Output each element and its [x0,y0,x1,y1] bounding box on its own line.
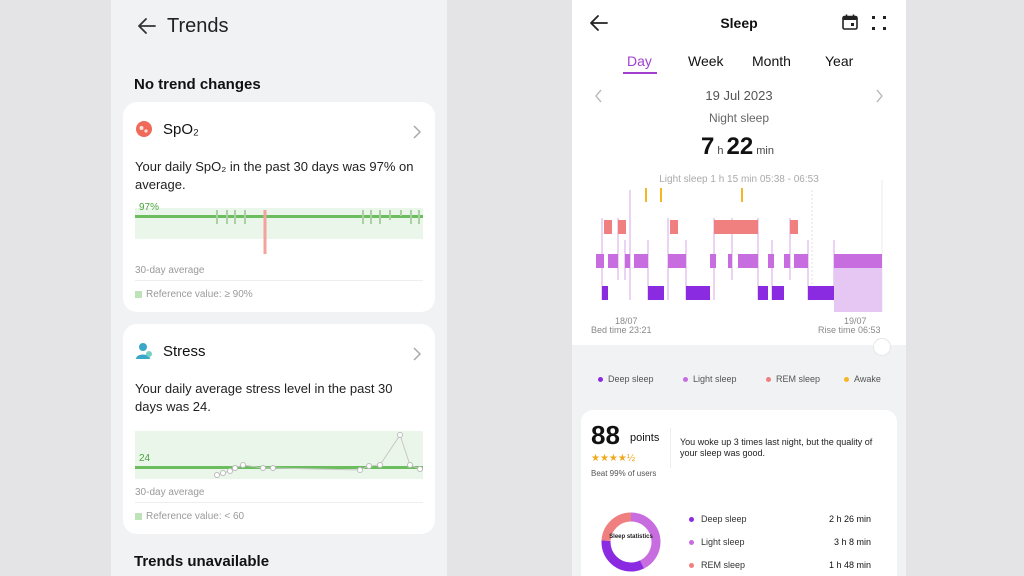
back-arrow-icon[interactable] [588,12,610,34]
tab-week[interactable]: Week [688,53,724,69]
stress-description: Your daily average stress level in the p… [135,381,393,414]
stat-value: 2 h 26 min [828,514,871,524]
stress-axis-caption: 30-day average [135,487,205,498]
spo2-axis-caption: 30-day average [135,265,205,276]
spo2-reference-text: Reference value: ≥ 90% [146,289,253,300]
legend-label: Deep sleep [608,374,654,384]
sleep-summary: You woke up 3 times last night, but the … [680,437,873,458]
duration-minutes: 22 [726,133,754,160]
sleep-type: Night sleep [708,111,770,125]
stat-light-sleep: Light sleep 3 h 8 min [689,537,871,549]
spo2-title: SpO₂ [163,120,199,138]
stress-header: Stress [135,342,206,360]
stat-dot [689,540,694,545]
bed-date: 18/07 [615,316,638,326]
legend-deep: Deep sleep [598,374,654,384]
divider [670,428,671,468]
back-arrow-icon[interactable] [135,14,159,38]
stat-rem-sleep: REM sleep 1 h 48 min [689,560,871,572]
reference-swatch [135,291,142,298]
sleep-statistics-label: Sleep statistics [609,534,653,540]
section-trends-unavailable: Trends unavailable [134,553,270,570]
legend-awake: Awake [844,374,881,384]
chevron-right-icon[interactable] [411,124,423,140]
bed-time: Bed time 23:21 [591,325,652,335]
sleep-score: 88 [591,420,620,450]
page-title: Sleep [720,15,758,31]
stress-card[interactable]: Stress Your daily average stress level i… [123,324,435,534]
divider [135,502,423,503]
expand-icon[interactable] [871,15,887,31]
stress-reference-text: Reference value: < 60 [146,511,245,522]
section-no-trend-changes: No trend changes [134,76,261,93]
legend-rem: REM sleep [766,374,820,384]
spo2-icon [136,121,152,137]
tab-month[interactable]: Month [752,53,791,69]
rise-date: 19/07 [844,316,867,326]
timeline-scrubber[interactable] [873,338,891,356]
trends-screen: Trends No trend changes SpO₂ Your daily … [111,0,447,576]
spo2-card[interactable]: SpO₂ Your daily SpO₂ in the past 30 days… [123,102,435,312]
active-tab-indicator [623,72,657,74]
stress-chart: 24 [135,431,423,479]
selected-segment-tooltip: Light sleep 1 h 15 min 05:38 - 06:53 [659,174,819,185]
sleep-score-unit: points [630,432,660,444]
stress-average-line [135,466,423,469]
duration-minutes-unit: min [756,145,774,157]
duration-hours-unit: h [717,145,724,157]
stress-icon [136,343,152,359]
legend-dot [598,376,603,382]
stat-name: REM sleep [701,560,746,570]
spo2-bars [216,210,420,254]
stress-reference: Reference value: < 60 [135,511,244,522]
spo2-average-line [135,215,423,218]
duration-hours: 7 [701,133,715,160]
period-tabs: Day Week Month Year [572,53,906,77]
reference-swatch [135,513,142,520]
stat-value: 1 h 48 min [828,560,871,570]
chevron-right-icon[interactable] [874,89,884,103]
stress-average-value: 24 [139,453,151,464]
stat-dot [689,517,694,522]
spo2-description: Your daily SpO₂ in the past 30 days was … [135,159,414,192]
legend-dot [766,376,771,382]
divider [135,280,423,281]
calendar-icon[interactable] [842,14,858,30]
rise-time: Rise time 06:53 [818,325,881,335]
sleep-top-panel: Sleep Day Week Month Year 19 Jul 2023 Ni… [572,0,906,345]
spo2-header: SpO₂ [135,120,199,138]
sleep-duration: 7 h 22 min [572,133,906,161]
stat-value: 3 h 8 min [833,537,871,547]
tab-year[interactable]: Year [825,53,854,69]
legend-dot [844,376,849,382]
chevron-right-icon[interactable] [411,346,423,362]
legend-label: REM sleep [776,374,821,384]
sleep-hypnogram [596,180,883,312]
tab-day[interactable]: Day [627,53,652,69]
selected-date: 19 Jul 2023 [705,88,773,103]
sleep-statistics-donut [601,512,661,572]
stat-name: Deep sleep [701,514,747,524]
page-title: Trends [167,15,229,37]
beat-percentage: Beat 99% of users [591,469,657,478]
stat-deep-sleep: Deep sleep 2 h 26 min [689,514,871,526]
sleep-legend: Deep sleep Light sleep REM sleep Awake [572,374,906,388]
spo2-average-value: 97% [139,202,160,213]
legend-light: Light sleep [683,374,737,384]
stress-trend-line [214,432,423,478]
stat-dot [689,563,694,568]
legend-label: Awake [854,374,881,384]
chevron-left-icon[interactable] [594,89,604,103]
legend-label: Light sleep [693,374,737,384]
stress-title: Stress [163,342,206,360]
legend-dot [683,376,688,382]
sleep-screen: Sleep Day Week Month Year 19 Jul 2023 Ni… [572,0,906,576]
star-rating: ★★★★½ [591,453,636,464]
stat-name: Light sleep [701,537,745,547]
spo2-chart: 97% [135,202,423,254]
date-navigator: 19 Jul 2023 [572,87,906,105]
sleep-score-card[interactable]: 88 points ★★★★½ Beat 99% of users You wo… [581,410,897,576]
spo2-reference: Reference value: ≥ 90% [135,289,253,300]
